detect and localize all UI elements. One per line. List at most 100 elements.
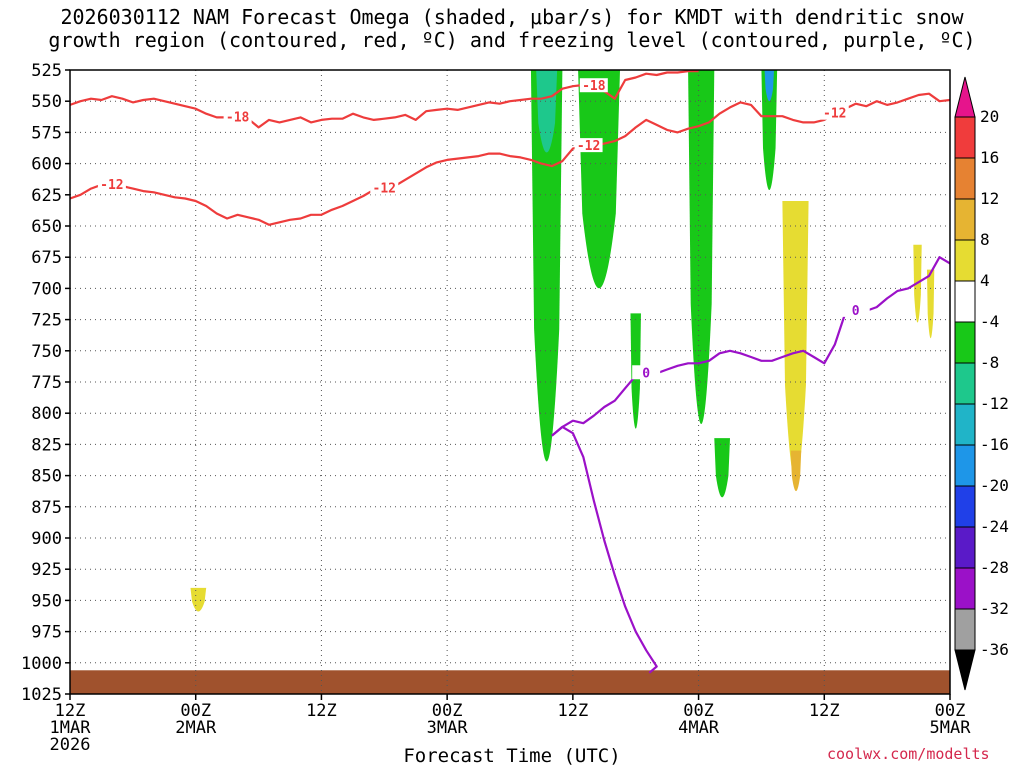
omega-region (530, 70, 563, 462)
y-tick-label: 625 (31, 186, 62, 206)
contour-label-12d: -12 (823, 107, 846, 122)
y-tick-label: 525 (31, 61, 62, 81)
x-axis-label: Forecast Time (UTC) (403, 745, 621, 767)
contour-lines: -18 -18 -12 -12 -12 -12 0 0 (70, 70, 950, 674)
omega-region (714, 438, 730, 498)
colorbar-bin (954, 444, 976, 487)
colorbar-bin (954, 362, 976, 405)
colorbar-bin (954, 608, 976, 651)
colorbar-label: 12 (980, 189, 999, 208)
y-tick-label: 925 (31, 560, 62, 580)
colorbar-bin (954, 116, 976, 159)
y-tick-label: 675 (31, 248, 62, 268)
y-axis-ticks: 525 550 575 600 625 650 675 700 725 750 775 800 825 8… (21, 61, 70, 705)
colorbar-label: 16 (980, 148, 999, 167)
omega-region (578, 70, 620, 289)
colorbar: 20 16 12 8 4 -4 -8 -12 -16 -20 -24 -28 -32 -36 (954, 76, 1009, 691)
y-tick-label: 900 (31, 529, 62, 549)
omega-region (764, 70, 774, 102)
credit-text: coolwx.com/modelts (827, 745, 990, 763)
colorbar-bin (954, 157, 976, 200)
contour-label-12c-bg (574, 138, 603, 153)
colorbar-label: 20 (980, 107, 999, 126)
colorbar-bin (954, 280, 976, 323)
x-tick-label: 00Z (432, 701, 463, 721)
contour-label-18a-bg (223, 109, 252, 124)
y-tick-label: 875 (31, 498, 62, 518)
omega-shading (190, 70, 935, 612)
colorbar-label: -4 (980, 312, 999, 331)
colorbar-label: -32 (980, 599, 1009, 618)
colorbar-arrow-top (954, 76, 976, 118)
y-tick-label: 550 (31, 92, 62, 112)
y-tick-label: 725 (31, 311, 62, 331)
colorbar-arrow-bottom (954, 649, 976, 691)
contour-label-12a-bg (97, 176, 126, 191)
y-tick-label: 850 (31, 467, 62, 487)
y-tick-label: 825 (31, 435, 62, 455)
x-tick-label: 00Z (683, 701, 714, 721)
y-tick-label: 1025 (21, 685, 62, 705)
y-tick-label: 575 (31, 123, 62, 143)
contour-label-18b-bg (579, 78, 608, 93)
contour-label-18b: -18 (582, 79, 606, 94)
dgz-lower-contour (70, 101, 825, 226)
colorbar-bin (954, 567, 976, 610)
omega-region (190, 587, 207, 612)
omega-region (688, 70, 715, 424)
x-tick-date: 3MAR (427, 718, 469, 738)
x-tick-label: 00Z (180, 701, 211, 721)
y-tick-label: 700 (31, 279, 62, 299)
x-tick-label: 12Z (306, 701, 337, 721)
x-tick-label: 12Z (809, 701, 840, 721)
colorbar-label: -20 (980, 476, 1009, 495)
y-tick-label: 750 (31, 342, 62, 362)
contour-label-18a: -18 (226, 110, 250, 125)
x-tick-label: 12Z (557, 701, 588, 721)
contour-label-0b-bg (841, 302, 870, 317)
colorbar-bin (954, 485, 976, 528)
x-tick-date: 4MAR (678, 718, 720, 738)
contour-label-12c: -12 (577, 139, 600, 154)
contour-label-0a-bg (632, 365, 661, 380)
colorbar-label: 8 (980, 230, 990, 249)
colorbar-label: 4 (980, 271, 990, 290)
omega-region (926, 269, 935, 339)
x-tick-date: 1MAR (50, 718, 92, 738)
x-tick-year: 2026 (50, 735, 91, 755)
x-tick-label: 12Z (55, 701, 86, 721)
omega-region (782, 201, 809, 481)
freezing-level-contour (551, 425, 658, 674)
colorbar-label: -28 (980, 558, 1009, 577)
terrain-band (70, 670, 950, 694)
title-line-2: growth region (contoured, red, ºC) and f… (48, 28, 976, 52)
contour-label-0a: 0 (642, 366, 650, 381)
y-tick-label: 950 (31, 591, 62, 611)
terrain-surface (70, 670, 950, 694)
contour-label-12b-bg (370, 180, 399, 195)
x-tick-label: 00Z (935, 701, 966, 721)
y-tick-label: 1000 (21, 654, 62, 674)
colorbar-bin (954, 198, 976, 241)
y-tick-label: 775 (31, 373, 62, 393)
contour-label-12a: -12 (100, 178, 123, 193)
colorbar-bin (954, 239, 976, 282)
chart-title: 2026030112 NAM Forecast Omega (shaded, μ… (0, 6, 1024, 52)
omega-region (761, 70, 778, 190)
colorbar-bin (954, 321, 976, 364)
y-tick-label: 975 (31, 623, 62, 643)
omega-region (790, 450, 802, 492)
contour-label-12b: -12 (373, 182, 396, 197)
x-tick-date: 2MAR (175, 718, 217, 738)
x-tick-date: 5MAR (930, 718, 972, 738)
title-line-1: 2026030112 NAM Forecast Omega (shaded, μ… (60, 5, 964, 29)
contour-label-0b: 0 (852, 304, 860, 319)
colorbar-label: -36 (980, 640, 1009, 659)
colorbar-label: -16 (980, 435, 1009, 454)
contour-label-12d-bg (820, 105, 849, 120)
y-tick-label: 650 (31, 217, 62, 237)
omega-region (536, 70, 558, 153)
colorbar-bin (954, 526, 976, 569)
